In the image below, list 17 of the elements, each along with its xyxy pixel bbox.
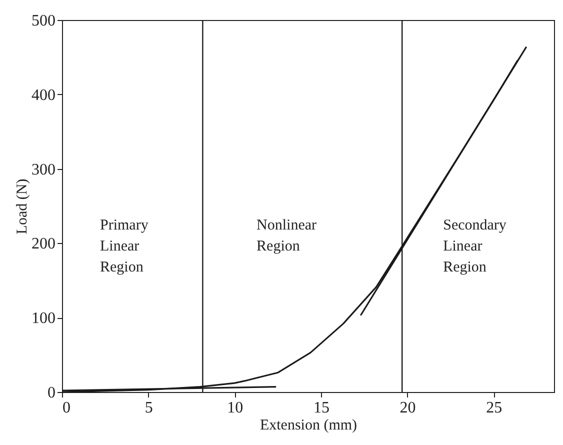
x-tick-label: 0 [62, 400, 70, 416]
x-tick-label: 20 [400, 400, 416, 416]
y-tick-label: 200 [32, 236, 56, 253]
x-tick-label: 15 [313, 400, 330, 416]
x-tick-label: 10 [227, 400, 244, 416]
y-tick-label: 0 [48, 384, 56, 402]
annotation: Secondary Linear Region [443, 218, 507, 276]
y-tick-label: 400 [32, 86, 56, 104]
y-axis-title: Load (N) [14, 178, 30, 234]
y-tick-label: 300 [32, 161, 56, 178]
annotation: Primary Linear Region [100, 218, 149, 276]
y-tick-label: 100 [32, 310, 56, 328]
annotation: Nonlinear Region [256, 218, 317, 255]
x-tick-label: 5 [144, 400, 153, 416]
x-tick-label: 25 [486, 400, 502, 416]
x-axis-title: Extension (mm) [260, 418, 358, 434]
y-tick-label: 500 [32, 12, 56, 30]
